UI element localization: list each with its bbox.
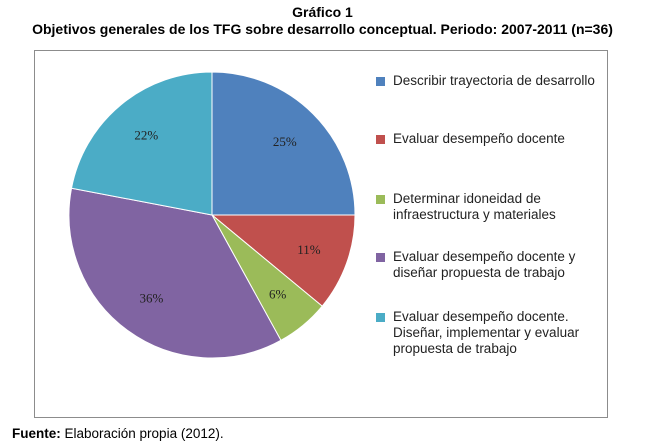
pie-chart: 25% 11% 6% 36% 22% xyxy=(68,71,356,359)
pie-data-label-3: 6% xyxy=(269,286,287,301)
legend-swatch xyxy=(376,77,385,86)
chart-subtitle: Objetivos generales de los TFG sobre des… xyxy=(32,21,613,37)
source-label: Fuente: xyxy=(12,426,61,441)
legend-item-2: Evaluar desempeño docente xyxy=(376,131,565,147)
source-text: Elaboración propia (2012). xyxy=(60,426,224,441)
legend-label: Describir trayectoria de desarrollo xyxy=(393,73,595,88)
pie-slice-2 xyxy=(210,214,356,307)
pie-data-label-5: 22% xyxy=(134,128,158,143)
legend-swatch xyxy=(376,313,385,322)
legend-item-3: Determinar idoneidad de infraestructura … xyxy=(376,191,606,223)
legend-swatch xyxy=(376,253,385,262)
pie-data-label-4: 36% xyxy=(140,290,164,305)
pie-data-label-1: 25% xyxy=(273,134,297,149)
legend-label: Determinar idoneidad de infraestructura … xyxy=(393,191,556,222)
source-note: Fuente: Elaboración propia (2012). xyxy=(12,426,224,441)
pie-slice-1 xyxy=(211,71,356,216)
legend-item-4: Evaluar desempeño docente y diseñar prop… xyxy=(376,249,606,281)
legend-swatch xyxy=(376,135,385,144)
chart-frame: 25% 11% 6% 36% 22% Describir trayectoria de … xyxy=(34,50,608,418)
chart-title: Gráfico 1 xyxy=(292,4,353,20)
legend-label: Evaluar desempeño docente xyxy=(393,131,565,146)
legend-swatch xyxy=(376,195,385,204)
legend-item-5: Evaluar desempeño docente. Diseñar, impl… xyxy=(376,309,606,357)
pie-slice-5 xyxy=(70,71,213,216)
pie-data-label-2: 11% xyxy=(297,242,321,257)
legend-label: Evaluar desempeño docente. Diseñar, impl… xyxy=(393,309,580,356)
legend-label: Evaluar desempeño docente y diseñar prop… xyxy=(393,249,576,280)
pie-slice-4 xyxy=(68,187,282,359)
legend-item-1: Describir trayectoria de desarrollo xyxy=(376,73,595,89)
